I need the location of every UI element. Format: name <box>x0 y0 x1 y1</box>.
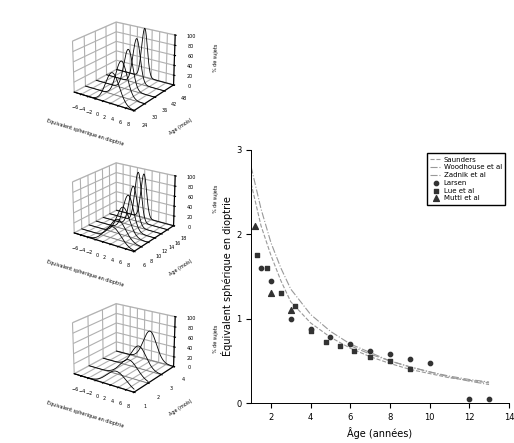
Mutti et al <box>251 222 259 229</box>
Saunders <box>427 371 433 376</box>
Woodhouse et al <box>248 164 254 169</box>
Larsen <box>465 395 473 402</box>
Lue et al <box>306 328 315 335</box>
Lue et al <box>322 339 331 346</box>
Lue et al <box>366 353 374 360</box>
Y-axis label: Équivalent sphérique en dioptrie: Équivalent sphérique en dioptrie <box>221 196 233 356</box>
Larsen <box>366 347 374 354</box>
Larsen <box>287 315 295 322</box>
Saunders <box>407 367 413 372</box>
Zadnik et al <box>446 374 452 380</box>
Larsen <box>257 264 265 272</box>
X-axis label: Âge (années): Âge (années) <box>347 427 413 439</box>
Line: Zadnik et al: Zadnik et al <box>350 346 489 385</box>
Woodhouse et al <box>307 312 314 317</box>
Saunders <box>387 361 393 366</box>
Larsen <box>426 359 434 366</box>
Larsen <box>326 334 335 341</box>
Zadnik et al <box>367 351 373 357</box>
Lue et al <box>253 252 261 259</box>
X-axis label: Equivalent spherique en dioptrie: Equivalent spherique en dioptrie <box>46 400 124 429</box>
Saunders <box>446 375 452 381</box>
Woodhouse et al <box>367 350 373 355</box>
Zadnik et al <box>427 369 433 374</box>
Woodhouse et al <box>486 379 492 385</box>
Woodhouse et al <box>427 369 433 374</box>
Y-axis label: Age (mois): Age (mois) <box>169 258 194 276</box>
Line: Saunders: Saunders <box>251 183 489 383</box>
Legend: Saunders, Woodhouse et al, Zadnik et al, Larsen, Lue et al, Mutti et al: Saunders, Woodhouse et al, Zadnik et al,… <box>427 153 505 205</box>
Lue et al <box>336 342 344 349</box>
Saunders <box>278 278 284 283</box>
Woodhouse et al <box>327 329 334 334</box>
Mutti et al <box>267 290 275 297</box>
Saunders <box>327 334 334 340</box>
Woodhouse et al <box>258 206 264 211</box>
Woodhouse et al <box>268 240 274 245</box>
Y-axis label: Age (mois): Age (mois) <box>169 117 194 136</box>
Y-axis label: Age (mois): Age (mois) <box>169 399 194 417</box>
Saunders <box>288 299 294 304</box>
X-axis label: Equivalent spherique en dioptrie: Equivalent spherique en dioptrie <box>46 259 124 288</box>
Woodhouse et al <box>288 287 294 292</box>
Saunders <box>307 320 314 326</box>
Woodhouse et al <box>446 373 452 379</box>
Zadnik et al <box>466 378 472 384</box>
Lue et al <box>350 347 358 354</box>
Saunders <box>486 380 492 385</box>
Mutti et al <box>287 307 295 314</box>
Saunders <box>466 378 472 383</box>
Larsen <box>267 277 275 284</box>
Woodhouse et al <box>387 358 393 364</box>
Larsen <box>485 395 493 402</box>
Zadnik et al <box>407 364 413 369</box>
Woodhouse et al <box>347 341 353 346</box>
Lue et al <box>290 303 299 310</box>
Zadnik et al <box>486 382 492 387</box>
Larsen <box>306 325 315 332</box>
Lue et al <box>263 264 271 272</box>
Saunders <box>258 223 264 229</box>
Woodhouse et al <box>278 265 284 271</box>
Woodhouse et al <box>466 377 472 382</box>
Line: Woodhouse et al: Woodhouse et al <box>251 167 489 382</box>
Larsen <box>346 340 354 347</box>
X-axis label: Equivalent spherique en dioptrie: Equivalent spherique en dioptrie <box>46 119 124 147</box>
Lue et al <box>277 290 285 297</box>
Saunders <box>248 181 254 186</box>
Zadnik et al <box>347 343 353 348</box>
Saunders <box>367 354 373 359</box>
Larsen <box>386 350 394 358</box>
Lue et al <box>386 358 394 365</box>
Lue et al <box>406 366 414 373</box>
Saunders <box>268 253 274 258</box>
Woodhouse et al <box>407 364 413 369</box>
Zadnik et al <box>387 358 393 364</box>
Larsen <box>406 356 414 363</box>
Saunders <box>347 346 353 351</box>
